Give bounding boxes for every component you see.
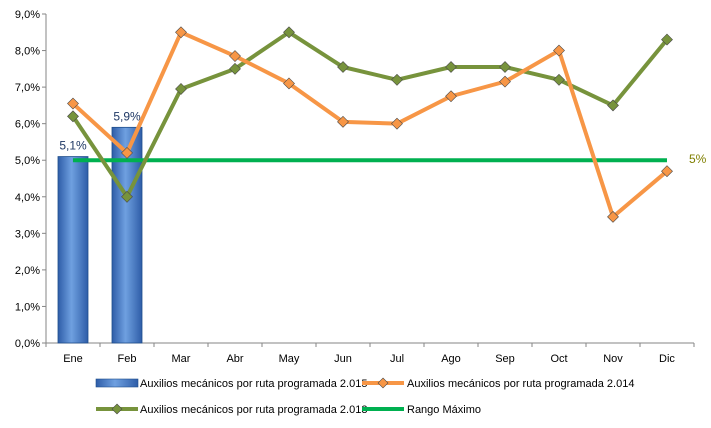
marker-2013 xyxy=(499,61,511,73)
marker-2014 xyxy=(121,146,133,159)
legend-label-2013: Auxilios mecánicos por ruta programada 2… xyxy=(140,404,367,416)
marker-2013 xyxy=(121,190,133,203)
y-tick-label: 4,0% xyxy=(15,192,40,204)
bar-data-label: 5,9% xyxy=(113,109,141,123)
marker-2013 xyxy=(229,62,241,75)
x-tick-label: Sep xyxy=(495,353,515,365)
x-tick-label: Jun xyxy=(334,353,352,365)
x-tick-label: Ago xyxy=(441,353,461,365)
bar-data-label: 5,1% xyxy=(59,139,87,153)
reference-line-group: 5% xyxy=(73,152,707,166)
legend-item-2013: Auxilios mecánicos por ruta programada 2… xyxy=(96,403,367,416)
y-tick-label: 0,0% xyxy=(15,338,40,350)
y-tick-label: 9,0% xyxy=(15,9,40,21)
x-tick-label: Abr xyxy=(226,353,243,365)
marker-2014 xyxy=(391,117,403,130)
marker-2013 xyxy=(445,61,457,73)
x-axis-ticks: Ene Feb Mar Abr May Jun Jul Ago Sep Oct Nov Dic xyxy=(45,343,695,365)
legend-label-rango-maximo: Rango Máximo xyxy=(407,404,481,416)
legend-item-rango-maximo: Rango Máximo xyxy=(362,404,481,416)
y-axis-ticks: 0,0% 1,0% 2,0% 3,0% 4,0% 5,0% 6,0% 7,0% 8,0% 9,0% xyxy=(15,9,46,350)
y-tick-label: 5,0% xyxy=(15,155,40,167)
marker-2014 xyxy=(607,210,619,223)
y-tick-label: 3,0% xyxy=(15,228,40,240)
legend-swatch-2015 xyxy=(95,378,139,388)
series-lines xyxy=(67,26,673,223)
marker-2014 xyxy=(553,44,565,57)
marker-2013 xyxy=(67,110,79,123)
legend-item-2015: Auxilios mecánicos por ruta programada 2… xyxy=(95,378,367,390)
x-tick-label: Ene xyxy=(63,353,83,365)
marker-2013 xyxy=(175,83,187,95)
legend: Auxilios mecánicos por ruta programada 2… xyxy=(95,377,634,416)
legend-item-2014: Auxilios mecánicos por ruta programada 2… xyxy=(362,377,634,390)
y-tick-label: 1,0% xyxy=(15,301,40,313)
x-tick-label: Feb xyxy=(118,353,137,365)
marker-2013 xyxy=(607,99,619,112)
x-tick-label: Mar xyxy=(172,353,191,365)
marker-2013 xyxy=(337,61,349,73)
y-tick-label: 7,0% xyxy=(15,82,40,94)
x-tick-label: May xyxy=(279,353,300,365)
y-tick-label: 8,0% xyxy=(15,46,40,58)
legend-marker-2013 xyxy=(111,403,123,415)
y-tick-label: 6,0% xyxy=(15,119,40,131)
reference-line-label: 5% xyxy=(689,152,707,166)
marker-2014 xyxy=(661,165,673,178)
marker-2014 xyxy=(175,26,187,39)
x-tick-label: Oct xyxy=(550,353,567,365)
x-tick-label: Nov xyxy=(603,353,623,365)
marker-2014 xyxy=(229,50,241,62)
x-tick-label: Jul xyxy=(390,353,404,365)
x-tick-label: Dic xyxy=(659,353,675,365)
bar-2015 xyxy=(57,156,89,344)
marker-2014 xyxy=(337,115,349,128)
y-tick-label: 2,0% xyxy=(15,265,40,277)
marker-2014 xyxy=(67,97,79,110)
legend-label-2015: Auxilios mecánicos por ruta programada 2… xyxy=(140,378,367,390)
marker-2014 xyxy=(445,90,457,103)
bar-2015 xyxy=(111,126,143,344)
marker-2013 xyxy=(661,33,673,46)
marker-2013 xyxy=(391,73,403,86)
marker-2013 xyxy=(553,73,565,86)
marker-2014 xyxy=(283,77,295,90)
legend-marker-2014 xyxy=(377,377,389,389)
marker-2014 xyxy=(499,75,511,88)
chart-axes xyxy=(45,14,694,344)
legend-label-2014: Auxilios mecánicos por ruta programada 2… xyxy=(407,378,634,390)
series-line-2014 xyxy=(71,30,669,219)
marker-2013 xyxy=(283,26,295,39)
bars-2015: 5,1% 5,9% xyxy=(57,109,143,344)
